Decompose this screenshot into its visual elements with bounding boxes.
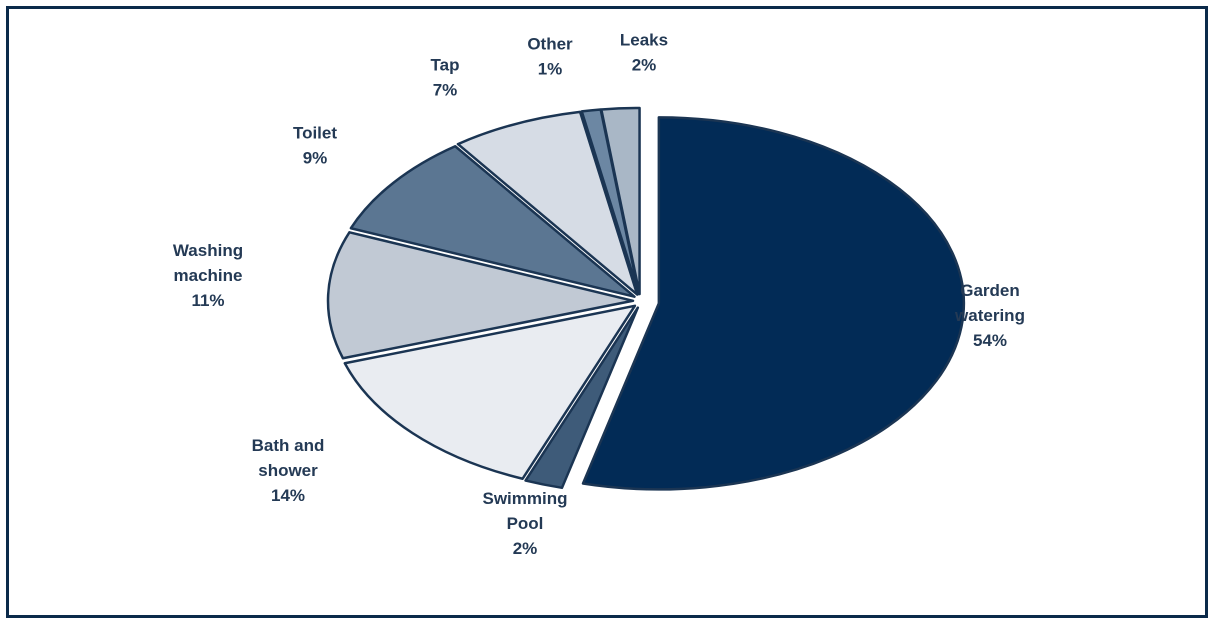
pie-labels: Garden watering 54% Swimming Pool 2% Bath and s…	[173, 31, 1025, 559]
slice-label-garden-watering: Garden watering 54%	[954, 281, 1025, 350]
slice-percent: 14%	[271, 486, 305, 505]
slice-name: shower	[258, 461, 318, 480]
slice-name: Bath and	[252, 436, 325, 455]
slice-percent: 2%	[513, 539, 538, 558]
slice-name: watering	[954, 306, 1025, 325]
pie-slices	[326, 106, 966, 491]
pie-slice-toilet	[349, 144, 636, 298]
slice-label-tap: Tap 7%	[431, 56, 460, 100]
slice-label-washing-machine: Washing machine 11%	[173, 241, 243, 310]
pie-chart: Garden watering 54% Swimming Pool 2% Bath and s…	[173, 31, 1025, 559]
slice-name: Leaks	[620, 31, 668, 50]
slice-name: Washing	[173, 241, 243, 260]
slice-percent: 1%	[538, 60, 563, 79]
slice-label-bath-and-shower: Bath and shower 14%	[252, 436, 325, 505]
slice-name: Garden	[960, 281, 1020, 300]
slice-percent: 2%	[632, 56, 657, 75]
slice-name: Swimming	[482, 489, 567, 508]
slice-name: machine	[174, 266, 243, 285]
pie-slice-leaks	[600, 106, 641, 296]
pie-slice-swimming-pool	[524, 306, 640, 490]
pie-slice-bath-and-shower	[343, 304, 637, 480]
pie-slice-garden-watering	[581, 116, 966, 491]
slice-percent: 54%	[973, 331, 1007, 350]
slice-percent: 7%	[433, 81, 458, 100]
slice-name: Pool	[507, 514, 544, 533]
slice-name: Other	[527, 35, 573, 54]
slice-label-toilet: Toilet 9%	[293, 124, 337, 168]
slice-name: Tap	[431, 56, 460, 75]
pie-slice-tap	[456, 110, 639, 296]
slice-label-leaks: Leaks 2%	[620, 31, 668, 75]
slice-label-other: Other 1%	[527, 35, 573, 79]
slice-name: Toilet	[293, 124, 337, 143]
slice-percent: 11%	[191, 291, 224, 310]
slice-percent: 9%	[303, 149, 328, 168]
pie-slice-washing-machine	[326, 231, 635, 360]
slice-label-swimming-pool: Swimming Pool 2%	[482, 489, 567, 558]
